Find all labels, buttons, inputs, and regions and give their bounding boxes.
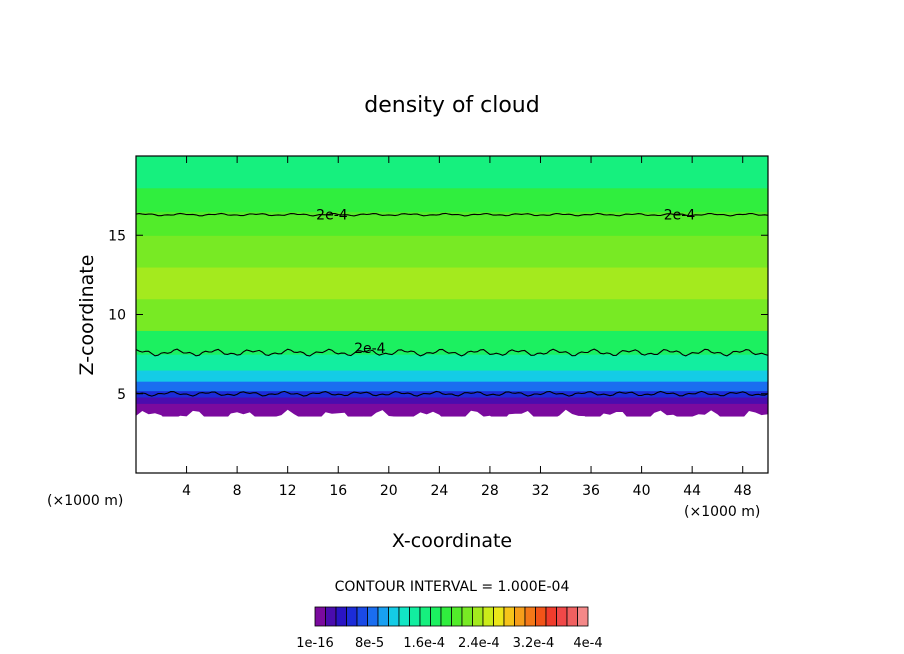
contour-label: 2e-4 xyxy=(316,208,348,224)
density-band xyxy=(136,235,768,268)
x-tick-label: 12 xyxy=(279,483,297,499)
colorbar-tick-label: 4e-4 xyxy=(573,636,602,651)
colorbar-swatch xyxy=(524,606,536,627)
colorbar-swatch xyxy=(419,606,431,627)
colorbar-swatch xyxy=(409,606,421,627)
x-tick-label: 48 xyxy=(734,483,752,499)
density-band xyxy=(136,330,768,355)
colorbar-tick-label: 1.6e-4 xyxy=(403,636,445,651)
colorbar-swatch xyxy=(451,606,463,627)
x-tick-label: 32 xyxy=(532,483,550,499)
y-tick-label: 15 xyxy=(108,228,126,244)
contour-lines xyxy=(136,212,768,397)
y-axis: 5 10 15 xyxy=(108,228,768,403)
colorbar-swatch xyxy=(503,606,515,627)
colorbar-swatch xyxy=(325,606,337,627)
colorbar-swatch xyxy=(482,606,494,627)
colorbar-swatch xyxy=(535,606,547,627)
colorbar-tick-label: 8e-5 xyxy=(355,636,384,651)
x-tick-label: 8 xyxy=(233,483,242,499)
colorbar-tick-label: 3.2e-4 xyxy=(513,636,555,651)
contour-line-lower xyxy=(136,348,768,357)
contour-label: 2e-4 xyxy=(664,208,696,224)
x-unit-label-left: (×1000 m) xyxy=(47,493,123,509)
clear-air-region xyxy=(136,409,768,473)
density-band xyxy=(136,156,768,189)
density-band xyxy=(136,266,768,300)
x-axis-label: X-coordinate xyxy=(392,530,512,552)
colorbar-tick-label: 2.4e-4 xyxy=(458,636,500,651)
density-band xyxy=(136,381,768,392)
x-tick-label: 20 xyxy=(380,483,398,499)
y-tick-label: 10 xyxy=(108,308,126,324)
colorbar-swatch xyxy=(472,606,484,627)
colorbar-swatch xyxy=(377,606,389,627)
colorbar-swatch xyxy=(545,606,557,627)
x-tick-label: 28 xyxy=(481,483,499,499)
colorbar-swatch xyxy=(514,606,526,627)
contour-labels: 2e-4 2e-4 2e-4 xyxy=(316,208,695,357)
colorbar-swatch xyxy=(440,606,452,627)
contour-label: 2e-4 xyxy=(354,341,386,357)
density-band xyxy=(136,396,768,404)
colorbar-tick-label: 1e-16 xyxy=(296,636,334,651)
x-tick-label: 36 xyxy=(582,483,600,499)
density-band xyxy=(136,403,768,411)
density-band xyxy=(136,409,768,417)
colorbar-swatch xyxy=(367,606,379,627)
colorbar-swatch xyxy=(398,606,410,627)
x-tick-label: 16 xyxy=(329,483,347,499)
colorbar-swatch xyxy=(335,606,347,627)
colorbar-swatch xyxy=(430,606,442,627)
x-tick-label: 44 xyxy=(683,483,701,499)
colorbar-labels: 1e-16 8e-5 1.6e-4 2.4e-4 3.2e-4 4e-4 xyxy=(296,636,602,651)
colorbar-swatch xyxy=(314,606,326,627)
x-tick-label: 40 xyxy=(633,483,651,499)
colorbar-swatch xyxy=(566,606,578,627)
density-band xyxy=(136,187,768,213)
x-unit-label-right: (×1000 m) xyxy=(684,504,760,520)
x-tick-label: 24 xyxy=(430,483,448,499)
x-tick-label: 4 xyxy=(182,483,191,499)
y-tick-label: 5 xyxy=(117,387,126,403)
colorbar-swatch xyxy=(577,606,589,627)
colorbar-swatch xyxy=(493,606,505,627)
density-field xyxy=(136,156,768,473)
y-axis-label: Z-coordinate xyxy=(76,255,98,376)
colorbar-swatch xyxy=(556,606,568,627)
colorbar-swatch xyxy=(388,606,400,627)
colorbar xyxy=(314,606,589,627)
contour-line-upper xyxy=(136,212,768,217)
contour-line-base xyxy=(136,390,768,397)
x-axis: 4 8 12 16 20 24 28 32 36 40 44 48 xyxy=(182,156,752,499)
density-band xyxy=(136,369,768,382)
colorbar-swatch xyxy=(346,606,358,627)
density-band xyxy=(136,354,768,371)
contour-interval-text: CONTOUR INTERVAL = 1.000E-04 xyxy=(335,579,570,595)
chart-title: density of cloud xyxy=(364,93,539,118)
colorbar-swatch xyxy=(461,606,473,627)
density-band xyxy=(136,298,768,331)
colorbar-swatch xyxy=(356,606,368,627)
